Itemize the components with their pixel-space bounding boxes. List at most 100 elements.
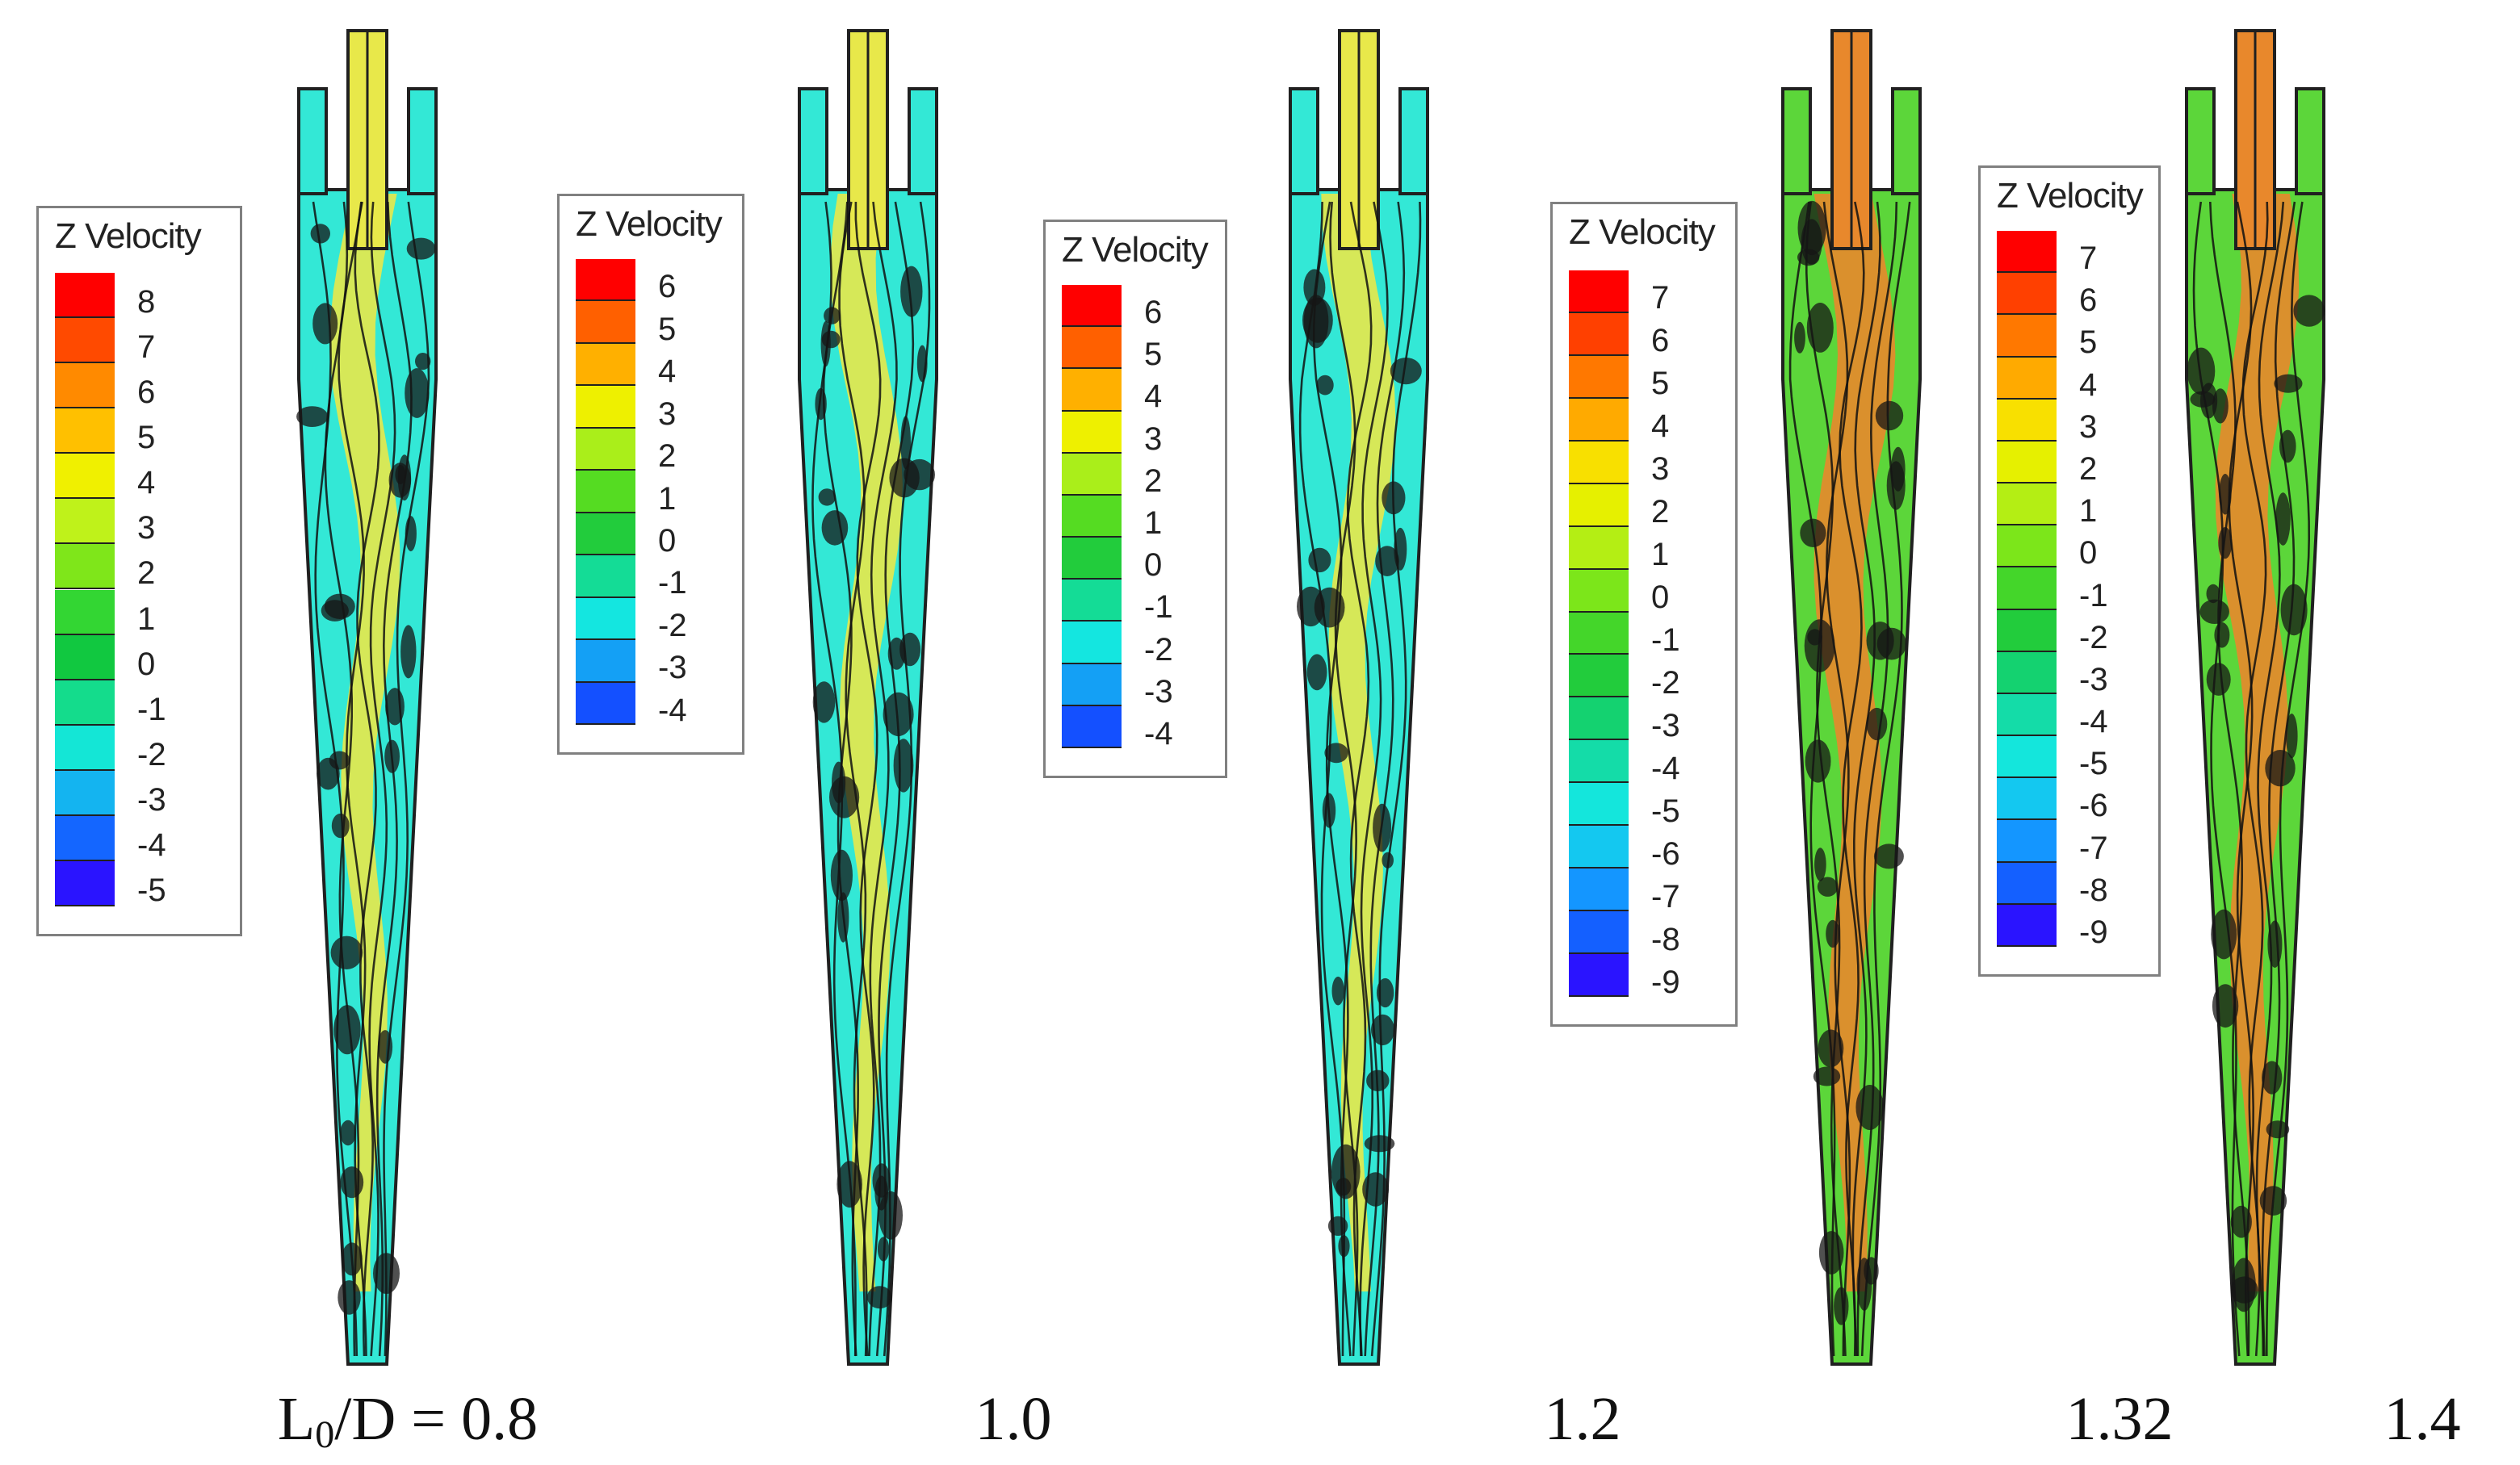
cyclone-panel-3 [1289, 29, 1429, 1366]
legend-swatch [1997, 820, 2057, 863]
panel-caption-5: 1.4 [2384, 1388, 2461, 1450]
legend-label: 3 [658, 396, 677, 432]
legend-label: -4 [658, 692, 687, 728]
legend-5: Z Velocity 7 6 5 4 3 2 1 0 -1 -2 -3 -4 -5 -6 -7 -8 -9 [1978, 165, 2161, 977]
legend-swatch [576, 471, 635, 513]
legend-label: 6 [137, 375, 156, 411]
caption-value: 1.32 [2065, 1385, 2174, 1453]
legend-swatch [576, 513, 635, 556]
legend-label: 5 [658, 311, 677, 347]
legend-swatch [1569, 826, 1629, 869]
legend-swatch [55, 544, 115, 590]
velocity-core [1813, 194, 1896, 1291]
caption-value: /D = 0.8 [334, 1385, 539, 1453]
legend-swatch [576, 386, 635, 429]
legend-swatch [1062, 622, 1122, 664]
legend-label: -9 [1651, 964, 1680, 1000]
legend-swatch [1569, 655, 1629, 698]
legend-label: -4 [2079, 704, 2108, 740]
legend-label: 1 [1651, 537, 1670, 573]
legend-swatch [1997, 441, 2057, 484]
legend-swatch [1997, 315, 2057, 358]
legend-swatch [55, 860, 115, 906]
inlet-right [2295, 87, 2325, 195]
legend-title: Z Velocity [576, 204, 723, 244]
velocity-core [329, 194, 400, 1291]
legend-swatch [55, 725, 115, 771]
legend-2: Z Velocity 6 5 4 3 2 1 0 -1 -2 -3 -4 [557, 194, 744, 755]
legend-1: Z Velocity 8 7 6 5 4 3 2 1 0 -1 -2 -3 -4 -5 [36, 206, 242, 936]
legend-label: -8 [2079, 872, 2108, 908]
legend-label: 5 [1651, 366, 1670, 402]
legend-swatch [576, 428, 635, 471]
vortex-blobs [1794, 200, 1906, 1325]
legend-label: 3 [1651, 451, 1670, 488]
inlet-right [1398, 87, 1429, 195]
legend-label: -6 [2079, 788, 2108, 824]
legend-label: 2 [137, 555, 156, 592]
legend-swatch [1569, 612, 1629, 655]
legend-label: 6 [1651, 323, 1670, 359]
legend-swatch [1569, 911, 1629, 955]
legend-swatch [1569, 783, 1629, 827]
legend-label: -6 [1651, 835, 1680, 872]
legend-label: 4 [658, 354, 677, 390]
legend-swatch [1569, 954, 1629, 997]
legend-label: -3 [137, 781, 166, 818]
legend-label: -7 [1651, 878, 1680, 915]
legend-label: 1 [137, 601, 156, 637]
legend-colorbar [1062, 285, 1122, 748]
legend-swatch [576, 597, 635, 641]
legend-label: 7 [137, 329, 156, 366]
legend-swatch [1569, 355, 1629, 399]
legend-label: 3 [137, 510, 156, 546]
legend-label: 0 [1651, 580, 1670, 616]
panel-caption-3: 1.2 [1545, 1388, 1621, 1450]
legend-swatch [55, 770, 115, 816]
vortex-blobs [812, 266, 935, 1309]
legend-label: 5 [1144, 337, 1163, 373]
legend-swatch [55, 499, 115, 545]
legend-swatch [1569, 740, 1629, 784]
caption-value: 1.0 [975, 1385, 1052, 1453]
legend-swatch [55, 680, 115, 726]
legend-label: -5 [1651, 793, 1680, 829]
legend-label: -1 [2079, 577, 2108, 613]
inlet-left [1289, 87, 1319, 195]
inlet-left [798, 87, 828, 195]
legend-swatch [55, 454, 115, 500]
caption-value: 1.2 [1544, 1385, 1621, 1453]
legend-label: 6 [658, 269, 677, 305]
legend-label: -4 [1651, 750, 1680, 786]
legend-label: -7 [2079, 830, 2108, 866]
legend-label: 0 [137, 646, 156, 682]
legend-swatch [1997, 399, 2057, 442]
legend-label: -5 [137, 872, 166, 908]
legend-title: Z Velocity [1997, 176, 2144, 216]
legend-label: 4 [137, 465, 156, 501]
legend-label: -2 [1651, 664, 1680, 701]
velocity-core [1321, 194, 1396, 1291]
vortex-blobs [1297, 269, 1422, 1258]
legend-label: 2 [1651, 494, 1670, 530]
legend-label: -2 [2079, 619, 2108, 655]
legend-label: 4 [1651, 408, 1670, 445]
vortex-blobs [296, 224, 436, 1315]
legend-swatch [1062, 285, 1122, 328]
legend-label: 8 [137, 284, 156, 320]
legend-label: 5 [2079, 324, 2098, 361]
legend-swatch [1997, 525, 2057, 568]
legend-label: -1 [1651, 622, 1680, 658]
legend-swatch [1569, 398, 1629, 442]
legend-swatch [1062, 411, 1122, 454]
legend-label: -3 [2079, 661, 2108, 697]
legend-swatch [1997, 273, 2057, 316]
legend-label: -4 [1144, 715, 1173, 751]
caption-subscript: 0 [315, 1413, 335, 1456]
legend-swatch [1062, 580, 1122, 622]
caption-value: 1.4 [2384, 1385, 2461, 1453]
legend-label: 1 [2079, 493, 2098, 529]
legend-swatch [55, 634, 115, 680]
legend-swatch [55, 363, 115, 409]
legend-label: 1 [1144, 505, 1163, 541]
